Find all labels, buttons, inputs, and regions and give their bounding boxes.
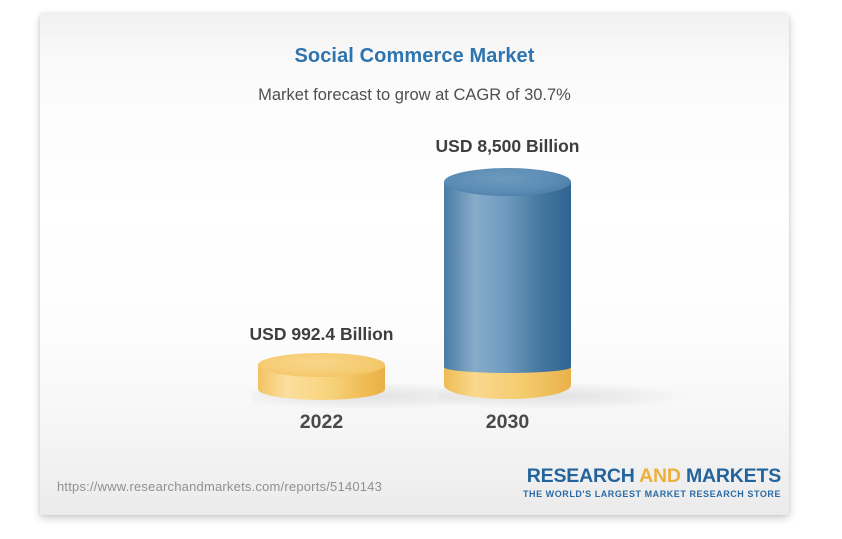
bar-2022-cylinder (258, 353, 385, 400)
bar-2022-category-label: 2022 (299, 411, 344, 433)
bar-2030-value-label: USD 8,500 Billion (435, 136, 580, 156)
bar-2022-cylinder-top-ellipse (258, 353, 385, 377)
brand-word-and: AND (639, 465, 681, 487)
brand-tagline: THE WORLD'S LARGEST MARKET RESEARCH STOR… (522, 489, 781, 499)
bar-2030-cylinder-top-ellipse (444, 168, 571, 196)
bar-2022-value-label: USD 992.4 Billion (249, 324, 394, 344)
chart-title: Social Commerce Market (294, 45, 535, 67)
bar-2030-cylinder (444, 168, 571, 399)
brand-logo: RESEARCH AND MARKETS THE WORLD'S LARGEST… (523, 465, 781, 499)
bar-2030-category-label: 2030 (485, 411, 530, 433)
infographic-card: Social Commerce Market Market forecast t… (40, 14, 789, 515)
chart-subtitle: Market forecast to grow at CAGR of 30.7% (258, 86, 571, 104)
report-url: https://www.researchandmarkets.com/repor… (57, 479, 383, 494)
bar-2030-cylinder-body (444, 182, 571, 373)
chart-area: USD 8,500 Billion USD 992.4 Billion 2022… (40, 14, 789, 515)
brand-word-markets: MARKETS (685, 465, 781, 487)
brand-wordmark: RESEARCH AND MARKETS (523, 465, 781, 488)
brand-word-research: RESEARCH (526, 465, 635, 487)
